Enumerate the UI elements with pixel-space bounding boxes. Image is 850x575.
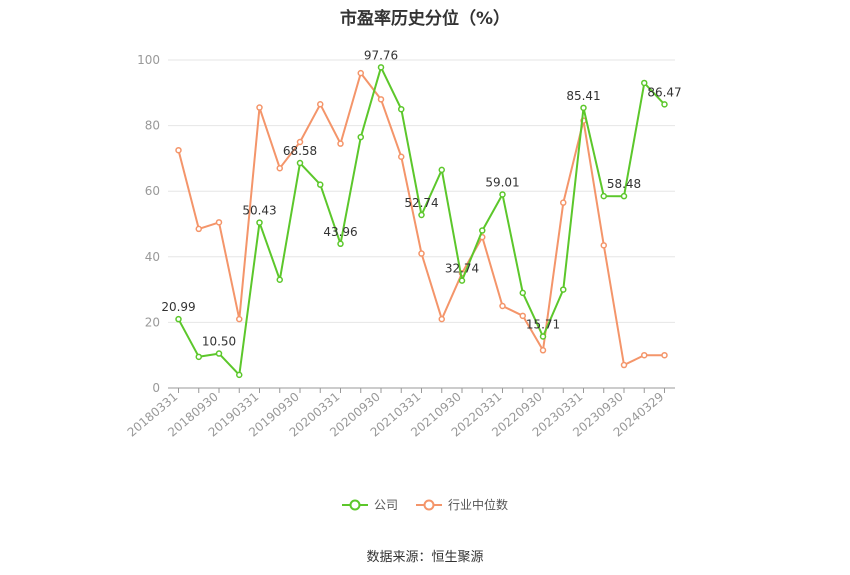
data-point-company — [641, 79, 648, 87]
data-point-company — [458, 277, 466, 284]
data-point-company — [519, 289, 526, 297]
data-point-company — [377, 64, 385, 71]
y-tick-label: 60 — [145, 184, 160, 198]
legend-item-company[interactable]: 公司 — [341, 496, 398, 513]
y-tick-label: 100 — [137, 53, 160, 67]
data-point-industry-median — [256, 104, 263, 111]
data-point-industry-median — [236, 315, 243, 323]
legend-marker-industry-median — [416, 499, 442, 510]
data-point-company — [296, 159, 304, 167]
legend-marker-company — [341, 499, 368, 510]
data-point-company — [256, 219, 263, 226]
data-label: 15.71 — [526, 317, 560, 331]
data-point-industry-median — [337, 140, 344, 147]
data-point-company — [438, 166, 445, 174]
data-point-company — [175, 315, 182, 323]
data-label: 85.41 — [566, 89, 600, 103]
data-point-industry-median — [600, 242, 607, 249]
series-lines — [175, 64, 668, 379]
data-label: 10.50 — [202, 335, 236, 349]
data-point-industry-median — [519, 312, 526, 320]
data-point-industry-median — [641, 351, 648, 359]
data-source: 数据来源：恒生聚源 — [366, 550, 484, 565]
data-point-industry-median — [215, 219, 223, 226]
series-line-industry-median — [177, 72, 665, 366]
y-tick-label: 0 — [152, 381, 160, 395]
data-point-industry-median — [357, 69, 364, 77]
series-line-company — [177, 66, 666, 376]
data-point-company — [215, 350, 223, 357]
data-point-industry-median — [620, 361, 628, 369]
data-point-industry-median — [499, 302, 506, 310]
legend: 公司 行业中位数 — [0, 496, 850, 513]
data-label: 43.96 — [323, 225, 357, 239]
data-point-industry-median — [317, 101, 324, 108]
data-point-industry-median — [276, 164, 283, 172]
data-point-industry-median — [175, 146, 182, 154]
data-label: 58.48 — [607, 177, 641, 191]
data-label: 50.43 — [242, 204, 276, 218]
data-point-company — [620, 192, 628, 200]
data-point-industry-median — [195, 225, 202, 233]
data-point-industry-median — [398, 153, 405, 161]
data-point-industry-median — [539, 347, 547, 354]
data-label: 68.58 — [283, 144, 317, 158]
data-point-company — [580, 104, 587, 112]
data-point-company — [418, 211, 425, 219]
data-point-industry-median — [418, 250, 425, 257]
data-point-company — [317, 181, 324, 188]
data-point-company — [357, 133, 364, 141]
data-point-company — [539, 333, 547, 340]
data-point-company — [337, 240, 344, 248]
data-point-company — [479, 227, 486, 234]
data-point-company — [560, 286, 567, 293]
data-point-company — [600, 192, 607, 200]
data-point-industry-median — [438, 315, 445, 323]
data-point-company — [276, 276, 283, 284]
data-point-industry-median — [377, 96, 385, 103]
data-point-industry-median — [296, 138, 304, 146]
data-label: 32.74 — [445, 262, 479, 276]
data-point-industry-median — [560, 199, 567, 206]
legend-item-industry-median[interactable]: 行业中位数 — [416, 496, 508, 513]
data-labels: 20.99 10.50 50.43 68.58 43.96 97.76 52.74 32.74… — [161, 48, 681, 348]
y-tick-label: 40 — [145, 250, 160, 264]
data-label: 86.47 — [647, 85, 681, 99]
data-point-company — [195, 353, 202, 361]
data-point-company — [499, 191, 506, 198]
data-point-company — [398, 105, 405, 113]
legend-label-company: 公司 — [373, 498, 398, 512]
y-tick-label: 80 — [145, 119, 160, 133]
y-tick-label: 20 — [145, 315, 160, 329]
data-label: 20.99 — [161, 300, 195, 314]
data-point-company — [661, 101, 668, 108]
data-point-industry-median — [661, 351, 668, 359]
data-label: 97.76 — [364, 48, 398, 62]
data-label: 59.01 — [485, 175, 519, 189]
data-label: 52.74 — [404, 196, 438, 210]
chart-title: 市盈率历史分位（%） — [339, 9, 511, 29]
data-point-company — [236, 371, 243, 379]
legend-label-industry-median: 行业中位数 — [448, 498, 509, 512]
